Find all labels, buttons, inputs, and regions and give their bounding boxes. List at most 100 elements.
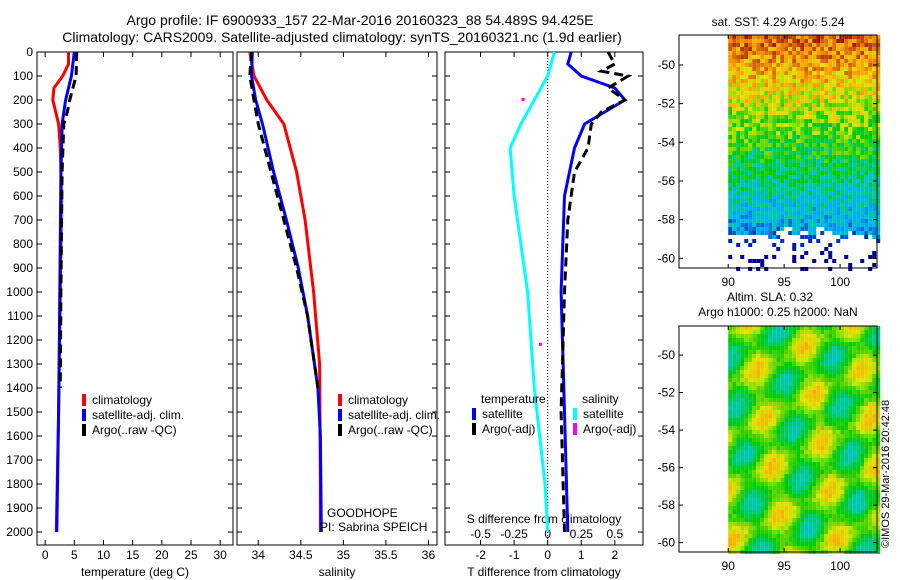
map-cell [804,486,809,490]
map-cell [804,191,809,195]
map-cell [820,474,825,478]
legend-label: Argo(..raw -QC) [348,423,433,437]
map-cell [876,159,881,163]
map-cell [812,546,817,550]
map-cell [844,522,849,526]
map-cell [784,167,789,171]
map-cell [804,219,809,223]
map-cell [860,211,865,215]
map-cell [772,115,777,119]
map-cell [744,195,749,199]
map-cell [832,450,837,454]
map-cell [744,219,749,223]
map-cell [764,183,769,187]
map-cell [752,107,757,111]
map-cell [780,239,785,243]
map-cell [848,538,853,542]
map-cell [780,486,785,490]
map-cell [812,498,817,502]
map-cell [764,466,769,470]
map-cell [788,39,793,43]
x-tick-label: 5 [71,548,78,562]
map-cell [812,514,817,518]
map-cell [872,39,877,43]
map-cell [876,442,881,446]
map-cell [752,366,757,370]
map-cell [868,59,873,63]
map-cell [852,175,857,179]
map-cell [848,191,853,195]
map-cell [748,530,753,534]
map-cell [784,386,789,390]
map-cell [868,470,873,474]
map-cell [784,462,789,466]
map-cell [800,99,805,103]
map-cell [848,39,853,43]
map-cell [756,163,761,167]
map-cell [752,103,757,107]
map-cell [800,87,805,91]
map-cell [740,103,745,107]
map-cell [732,179,737,183]
map-cell [756,430,761,434]
map-cell [876,215,881,219]
map-cell [760,394,765,398]
map-cell [744,59,749,63]
map-cell [812,183,817,187]
map-cell [844,542,849,546]
map-cell [844,175,849,179]
map-cell [748,211,753,215]
map-cell [736,67,741,71]
map-cell [832,119,837,123]
map-cell [852,231,857,235]
map-cell [836,426,841,430]
map-cell [876,187,881,191]
map-cell [804,394,809,398]
map-cell [876,498,881,502]
map-cell [768,394,773,398]
map-cell [852,458,857,462]
map-cell [848,183,853,187]
map-cell [824,330,829,334]
map-cell [848,71,853,75]
map-cell [776,494,781,498]
map-cell [756,366,761,370]
map-cell [796,418,801,422]
map-cell [772,478,777,482]
map-cell [844,538,849,542]
map-cell [816,418,821,422]
map-cell [820,71,825,75]
map-cell [804,135,809,139]
map-cell [788,131,793,135]
map-cell [732,518,737,522]
map-cell [820,223,825,227]
map-cell [760,159,765,163]
map-cell [808,382,813,386]
map-cell [856,418,861,422]
map-cell [820,151,825,155]
map-cell [784,510,789,514]
map-cell [788,179,793,183]
map-cell [820,147,825,151]
map-cell [732,199,737,203]
map-cell [856,219,861,223]
map-cell [836,179,841,183]
map-cell [860,223,865,227]
map-cell [844,426,849,430]
map-cell [796,494,801,498]
map-cell [748,346,753,350]
map-cell [816,546,821,550]
map-cell [808,510,813,514]
map-cell [768,366,773,370]
map-cell [788,538,793,542]
map-cell [736,522,741,526]
map-cell [772,191,777,195]
map-cell [728,231,733,235]
map-cell [776,95,781,99]
map-cell [808,538,813,542]
map-cell [876,514,881,518]
map-cell [760,163,765,167]
map-cell [776,147,781,151]
map-cell [740,478,745,482]
map-cell [760,430,765,434]
